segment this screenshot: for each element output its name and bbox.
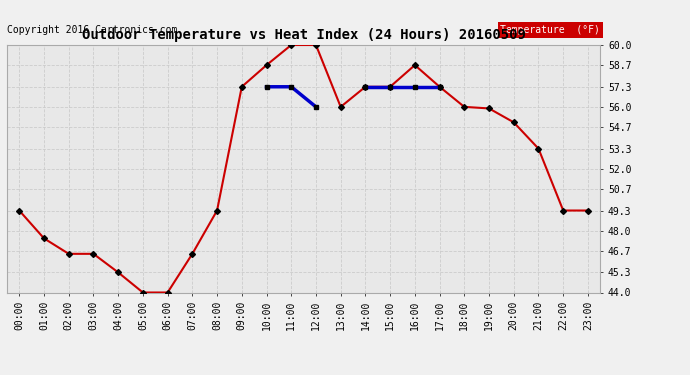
Text: Heat Index  (°F): Heat Index (°F)	[506, 25, 600, 35]
Title: Outdoor Temperature vs Heat Index (24 Hours) 20160509: Outdoor Temperature vs Heat Index (24 Ho…	[81, 28, 526, 42]
Text: Temperature  (°F): Temperature (°F)	[500, 25, 600, 35]
Text: Copyright 2016 Cartronics.com: Copyright 2016 Cartronics.com	[7, 25, 177, 35]
